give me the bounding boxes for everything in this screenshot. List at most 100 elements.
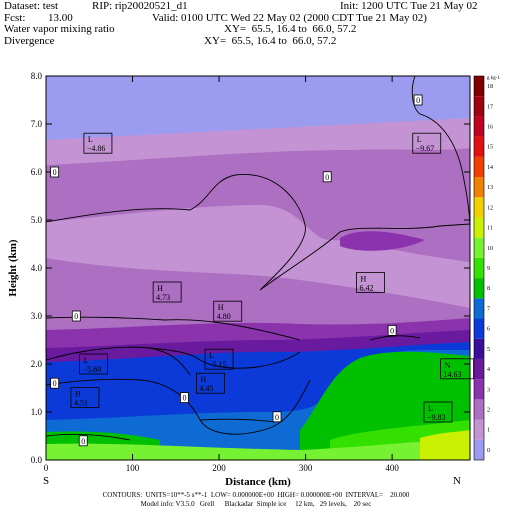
- extremum-kind: L: [209, 351, 214, 360]
- colorbar-frame: [473, 75, 485, 461]
- colorbar-swatch: [474, 439, 484, 460]
- field1-label: Water vapor mixing ratio: [4, 23, 115, 35]
- init-label: Init: 1200 UTC Tue 21 May 02: [340, 0, 478, 12]
- colorbar-swatch: [474, 217, 484, 238]
- contour-zero-label: 0: [275, 413, 279, 422]
- extremum-value: −9.67: [416, 144, 435, 153]
- extremum-kind: L: [428, 404, 433, 413]
- extremum-label-box: [213, 300, 243, 322]
- contour-zero-box: [180, 392, 189, 404]
- colorbar-label: 16: [487, 125, 493, 131]
- x-tick-label: 100: [126, 463, 140, 473]
- colorbar-label: 11: [487, 226, 493, 232]
- colorbar-swatch: [474, 318, 484, 339]
- colorbar-unit: g kg-1: [487, 76, 500, 81]
- y-tick-label: 5.0: [31, 215, 43, 225]
- y-axis-title: Height (km): [7, 239, 19, 296]
- colorbar-label: 4: [487, 367, 490, 373]
- extremum-label-box: [152, 281, 182, 303]
- extremum-label-box: [440, 358, 474, 380]
- rip-label: RIP: rip20020521_d1: [92, 0, 188, 12]
- endpoint-right: N: [453, 475, 461, 487]
- extremum-value: −5.15: [208, 360, 227, 369]
- colorbar-swatch: [474, 379, 484, 400]
- contour-zero-box: [272, 411, 282, 423]
- fcst-value: 13.00: [48, 12, 73, 24]
- extremum-value: 4.80: [217, 312, 231, 321]
- extremum-label-box: [204, 348, 234, 370]
- contour-zero-box: [413, 94, 423, 106]
- extremum-value: 14.63: [444, 370, 462, 379]
- extremum-label-box: [196, 372, 225, 394]
- contour-zero-label: 0: [390, 326, 394, 335]
- extremum-value: −9.83: [427, 413, 446, 422]
- colorbar-swatch: [474, 156, 484, 178]
- field1-xy: XY= 65.5, 16.4 to 66.0, 57.2: [224, 23, 357, 35]
- colorbar-swatch: [474, 177, 484, 198]
- colorbar-label: 8: [487, 286, 490, 292]
- dataset-label: Dataset: test: [4, 0, 59, 12]
- extremum-kind: H: [157, 284, 163, 293]
- extremum-value: 6.42: [359, 283, 373, 292]
- contour-zero-label: 0: [182, 394, 186, 403]
- colorbar-label: 18: [487, 84, 493, 90]
- y-tick-label: 3.0: [31, 311, 43, 321]
- colorbar-label: 3: [487, 387, 490, 393]
- extremum-kind: H: [75, 390, 81, 399]
- contour-zero-label: 0: [416, 96, 420, 105]
- colorbar-swatch: [474, 278, 484, 299]
- x-tick-label: 400: [385, 463, 399, 473]
- axes: 0 100 200 300 400 0.0 1.0 2.0 3.0 4.0 5.0 6.0 7.0 8.0: [31, 71, 470, 473]
- contour-zero-label: 0: [53, 168, 57, 177]
- colorbar-label: 2: [487, 407, 490, 413]
- y-tick-label: 2.0: [31, 359, 43, 369]
- contour-zero-label: 0: [53, 379, 57, 388]
- extremum-kind: H: [360, 274, 366, 283]
- extremum-value: 4.73: [156, 293, 170, 302]
- y-tick-label: 7.0: [31, 119, 43, 129]
- colorbar-swatch: [474, 237, 484, 258]
- y-tick-label: 0.0: [31, 455, 43, 465]
- colorbar-label: 10: [487, 246, 493, 252]
- y-tick-label: 6.0: [31, 167, 43, 177]
- contour-zero-box: [50, 166, 60, 178]
- y-tick-label: 4.0: [31, 263, 43, 273]
- contour-zero-box: [387, 324, 397, 336]
- extremum-value: 4.51: [74, 399, 88, 408]
- contour-info: CONTOURS: UNITS=10**-5 s**-1 LOW= 0.0000…: [102, 491, 410, 499]
- extremum-kind: L: [88, 135, 93, 144]
- contour-zero-box: [71, 310, 81, 322]
- extremum-label-box: [70, 387, 100, 409]
- extremum-value: −4.86: [87, 144, 106, 153]
- extremum-label-box: [423, 401, 453, 423]
- extremum-value: 4.45: [199, 384, 213, 393]
- contour-zero-label: 0: [74, 312, 78, 321]
- extremum-label-box: [83, 132, 113, 154]
- y-tick-label: 1.0: [31, 407, 43, 417]
- x-tick-label: 0: [44, 463, 49, 473]
- colorbar-swatch: [474, 399, 484, 420]
- colorbar-label: 1: [487, 428, 490, 434]
- colorbar-swatch: [474, 419, 484, 440]
- colorbar-label: 14: [487, 165, 493, 171]
- colorbar-swatch: [474, 338, 484, 359]
- contour-zero-label: 0: [81, 437, 85, 446]
- extremum-kind: L: [84, 356, 89, 365]
- extremum-label-box: [356, 271, 385, 293]
- extremum-kind: N: [445, 361, 451, 370]
- extremum-value: −5.60: [83, 365, 102, 374]
- y-tick-label: 8.0: [31, 71, 43, 81]
- x-tick-label: 200: [212, 463, 226, 473]
- x-axis-title: Distance (km): [225, 476, 291, 488]
- colorbar-label: 5: [487, 347, 490, 353]
- contour-zero-box: [322, 171, 332, 183]
- colorbar-swatch: [474, 76, 484, 97]
- colorbar-label: 13: [487, 185, 493, 191]
- colorbar-label: 17: [487, 104, 493, 110]
- colorbar-label: 15: [487, 145, 493, 151]
- extremum-kind: H: [218, 303, 224, 312]
- colorbar-swatch: [474, 298, 484, 319]
- divergence-contours: [45, 75, 471, 441]
